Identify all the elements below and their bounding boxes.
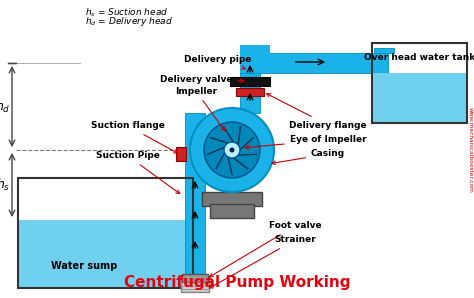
Text: Delivery flange: Delivery flange [266,94,367,130]
Text: Foot valve: Foot valve [210,221,321,277]
Bar [210,204,254,218]
Bar [236,88,264,96]
Bar [185,113,205,276]
Text: Water sump: Water sump [51,261,118,271]
Bar [240,45,270,73]
Text: Delivery pipe: Delivery pipe [184,55,252,69]
Circle shape [190,108,274,192]
Bar [240,53,388,73]
Text: Eye of Impeller: Eye of Impeller [245,136,366,149]
Circle shape [204,122,260,178]
Text: Delivery valve: Delivery valve [160,75,244,85]
Text: Impeller: Impeller [175,86,225,131]
Text: $h_d$ = Delivery head: $h_d$ = Delivery head [85,15,173,29]
Text: Over head water tank: Over head water tank [364,53,474,62]
Bar [181,276,209,292]
Bar [176,147,186,161]
Bar [372,73,467,123]
Circle shape [229,148,235,153]
Circle shape [224,142,240,158]
Bar [18,178,193,288]
Text: $h_d$: $h_d$ [0,98,11,114]
Bar [374,48,394,53]
Text: Suction flange: Suction flange [91,122,177,153]
Bar [230,77,270,86]
Bar [202,192,262,206]
Bar [372,43,467,123]
Text: Centrifugal Pump Working: Centrifugal Pump Working [124,275,350,290]
Text: $h_s$ = Suction head: $h_s$ = Suction head [85,7,168,19]
Bar [182,274,208,282]
Text: Casing: Casing [272,150,345,164]
Bar [240,53,260,113]
Text: $h_s$: $h_s$ [0,177,10,193]
Text: www.mechanicalbooster.com: www.mechanicalbooster.com [467,107,473,193]
Text: Strainer: Strainer [210,235,316,288]
Text: Suction Pipe: Suction Pipe [96,151,180,194]
Bar [18,220,193,288]
